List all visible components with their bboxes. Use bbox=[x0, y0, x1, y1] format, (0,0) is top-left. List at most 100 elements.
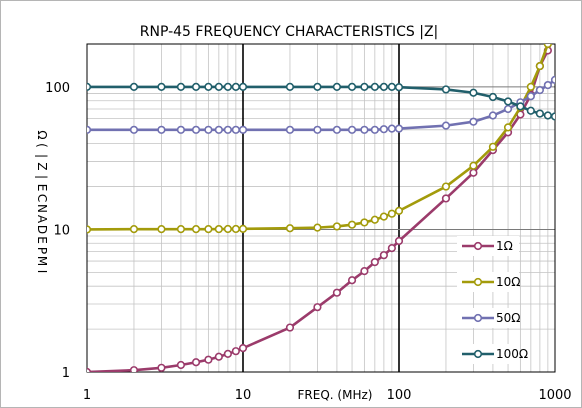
data-point bbox=[87, 367, 92, 372]
data-point bbox=[379, 125, 388, 134]
data-point bbox=[87, 82, 92, 92]
y-axis-label-char: D bbox=[35, 225, 49, 234]
data-point bbox=[488, 92, 498, 102]
series-line bbox=[87, 44, 552, 372]
data-point bbox=[129, 125, 139, 134]
legend-swatch-marker bbox=[473, 277, 483, 287]
data-point bbox=[543, 80, 552, 90]
y-axis-label-char: I bbox=[35, 270, 49, 274]
data-point bbox=[394, 206, 404, 215]
series-2 bbox=[87, 44, 552, 234]
data-point bbox=[191, 358, 201, 367]
series-3 bbox=[87, 75, 555, 134]
data-point bbox=[370, 82, 379, 92]
data-point bbox=[469, 161, 478, 170]
data-point bbox=[516, 102, 525, 111]
data-point bbox=[176, 360, 186, 370]
y-axis-label-char: A bbox=[35, 215, 49, 224]
y-tick-label: 10 bbox=[53, 223, 70, 238]
x-tick-label: 1000 bbox=[538, 388, 571, 403]
data-point bbox=[176, 125, 186, 134]
y-tick-label: 100 bbox=[45, 81, 70, 96]
data-point bbox=[214, 224, 223, 234]
y-axis-label-char: | bbox=[35, 175, 49, 179]
data-point bbox=[535, 85, 544, 95]
data-point bbox=[214, 352, 223, 361]
legend-label: 1Ω bbox=[496, 239, 513, 253]
data-point bbox=[347, 220, 357, 229]
data-point bbox=[332, 125, 342, 134]
data-point bbox=[231, 347, 240, 356]
plot-area bbox=[86, 43, 556, 373]
series-line bbox=[87, 44, 550, 231]
data-point bbox=[238, 125, 248, 134]
data-point bbox=[503, 104, 513, 114]
data-point bbox=[370, 258, 379, 267]
data-point bbox=[370, 125, 379, 134]
x-tick-label: 10 bbox=[235, 388, 252, 403]
data-point bbox=[285, 125, 295, 134]
data-point bbox=[238, 82, 248, 92]
data-point bbox=[543, 44, 552, 49]
data-point bbox=[204, 125, 213, 134]
data-point bbox=[526, 92, 535, 101]
data-point bbox=[157, 82, 166, 92]
data-point bbox=[394, 124, 404, 133]
data-point bbox=[488, 142, 498, 151]
y-axis-label-char: N bbox=[35, 204, 49, 213]
data-point bbox=[387, 124, 396, 133]
data-point bbox=[204, 82, 213, 92]
data-point bbox=[214, 82, 223, 92]
legend-item: 100Ω bbox=[457, 344, 528, 364]
data-point bbox=[347, 125, 357, 134]
data-point bbox=[394, 83, 404, 92]
data-point bbox=[129, 82, 139, 92]
data-point bbox=[157, 125, 166, 134]
x-axis-label: FREQ. (MHz) bbox=[298, 388, 373, 402]
series-line bbox=[87, 78, 555, 132]
legend-swatch-marker bbox=[473, 313, 483, 323]
data-point bbox=[223, 224, 232, 234]
data-point bbox=[157, 225, 166, 234]
data-point bbox=[285, 224, 295, 233]
legend-label: 10Ω bbox=[496, 275, 520, 289]
data-point bbox=[238, 344, 248, 353]
data-point bbox=[550, 112, 555, 121]
data-point bbox=[223, 349, 232, 358]
data-point bbox=[313, 125, 322, 134]
data-point bbox=[535, 109, 544, 118]
data-point bbox=[503, 123, 513, 132]
series-line bbox=[87, 85, 555, 118]
data-point bbox=[231, 125, 240, 134]
data-point bbox=[441, 194, 451, 203]
y-tick-labels: 1 10 100 bbox=[45, 81, 70, 381]
legend-label: 50Ω bbox=[496, 311, 520, 325]
data-point bbox=[370, 215, 379, 224]
y-axis-label-char: C bbox=[35, 194, 49, 202]
chart-title: RNP-45 FREQUENCY CHARACTERISTICS |Z| bbox=[140, 24, 439, 40]
data-point bbox=[313, 223, 322, 232]
data-point bbox=[387, 82, 396, 92]
x-tick-label: 1 bbox=[83, 388, 91, 403]
data-point bbox=[441, 121, 451, 130]
data-point bbox=[543, 111, 552, 120]
data-point bbox=[360, 218, 369, 227]
y-axis-label-char: ( bbox=[35, 143, 49, 148]
data-point bbox=[526, 106, 535, 115]
data-point bbox=[526, 82, 535, 92]
data-point bbox=[347, 82, 357, 92]
data-point bbox=[441, 182, 451, 191]
data-point bbox=[332, 222, 342, 231]
data-point bbox=[360, 82, 369, 92]
data-point bbox=[469, 117, 478, 126]
data-point bbox=[313, 82, 322, 92]
data-point bbox=[347, 276, 357, 285]
legend-item: 1Ω bbox=[457, 236, 519, 256]
data-point bbox=[332, 288, 342, 297]
legend-swatch-marker bbox=[473, 241, 483, 251]
x-tick-label: 100 bbox=[387, 388, 412, 403]
data-point bbox=[87, 125, 92, 134]
